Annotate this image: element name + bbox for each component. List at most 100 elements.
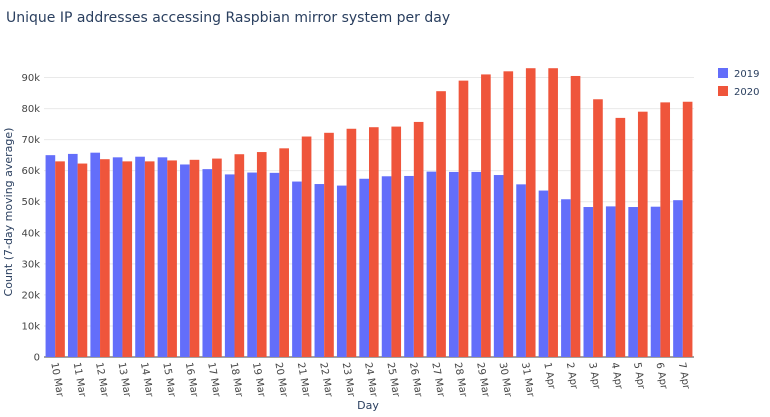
bar-2019-7 [202,169,213,357]
bar-2019-2 [90,152,101,357]
bar-2019-13 [336,185,347,357]
bar-2020-20 [503,71,514,357]
x-tick-label: 22 Mar [317,362,334,399]
bar-2019-28 [673,200,683,357]
bar-2019-1 [67,153,78,357]
bar-2019-25 [605,206,616,357]
legend-swatch-2019 [718,68,728,78]
bar-2019-4 [135,156,145,357]
bar-2020-28 [682,101,693,357]
x-tick-label: 16 Mar [183,362,200,399]
bar-2019-5 [157,157,168,357]
x-tick-label: 28 Mar [452,362,469,399]
bar-2019-21 [516,184,526,357]
bar-2020-10 [279,148,289,357]
bar-2020-8 [234,154,245,357]
y-tick-label: 70k [21,135,40,146]
bar-2019-8 [224,174,235,357]
bar-2020-23 [570,75,581,357]
y-tick-label: 50k [21,197,40,208]
legend-label-2019: 2019 [734,69,759,80]
x-tick-label: 1 Apr [541,362,557,391]
y-tick-label: 30k [21,259,40,270]
x-tick-label: 3 Apr [586,362,602,391]
bar-2020-11 [301,136,312,357]
x-tick-label: 7 Apr [676,362,692,391]
bar-2019-10 [269,172,280,357]
bar-2020-0 [55,161,65,357]
x-tick-label: 12 Mar [93,362,110,399]
x-tick-label: 13 Mar [115,362,132,399]
bar-2019-17 [426,171,437,357]
bar-2019-3 [112,157,123,357]
bar-2019-14 [359,178,369,357]
bar-2020-22 [548,68,558,358]
bar-2019-18 [449,171,459,357]
x-tick-label: 21 Mar [295,362,312,399]
y-tick-label: 80k [21,104,40,115]
bars [45,68,693,358]
bar-2019-6 [180,164,190,357]
bar-2019-19 [471,171,482,357]
y-tick-label: 10k [21,321,40,332]
bar-2020-13 [346,128,357,357]
x-tick-label: 2 Apr [564,362,580,391]
bar-2020-5 [167,160,177,357]
x-tick-label: 30 Mar [497,362,514,399]
bar-2020-26 [637,111,648,358]
chart-title: Unique IP addresses accessing Raspbian m… [6,10,450,26]
bar-2019-11 [292,181,302,357]
bar-2020-14 [369,127,379,357]
y-tick-label: 90k [21,73,40,84]
x-tick-label: 20 Mar [272,362,289,399]
x-tick-label: 23 Mar [340,362,357,399]
x-tick-label: 11 Mar [71,362,88,399]
x-tick-label: 31 Mar [519,362,536,399]
x-tick-label: 6 Apr [653,362,669,391]
bar-2019-16 [404,175,414,357]
legend-label-2020: 2020 [734,87,759,98]
x-tick-label: 5 Apr [631,362,647,391]
x-tick-label: 19 Mar [250,362,267,399]
bar-2019-27 [650,206,661,357]
y-tick-label: 40k [21,228,40,239]
x-tick-label: 26 Mar [407,362,424,399]
y-tick-label: 0 [34,353,40,364]
bar-2020-2 [100,159,110,357]
x-tick-label: 10 Mar [48,362,65,399]
x-tick-label: 17 Mar [205,362,222,399]
bar-2020-16 [413,121,424,357]
x-tick-label: 25 Mar [384,362,401,399]
bar-2019-9 [247,172,257,357]
x-tick-label: 24 Mar [362,362,379,399]
legend-swatch-2020 [718,86,728,96]
bar-2020-24 [593,99,603,358]
bar-2020-25 [615,117,626,357]
x-tick-label: 15 Mar [160,362,177,399]
legend: 2019 2020 [718,68,759,98]
bar-2020-19 [481,74,491,357]
bar-2020-15 [391,126,402,357]
bar-2020-6 [189,159,200,357]
bar-2020-17 [436,91,446,357]
bar-2020-27 [660,102,671,357]
bar-2020-4 [144,161,155,357]
bar-2020-3 [122,161,133,357]
bar-2020-21 [525,68,536,358]
bar-2020-9 [256,152,267,357]
x-tick-label: 29 Mar [474,362,491,399]
x-axis-title: Day [357,399,379,412]
x-tick-label: 14 Mar [138,362,155,399]
x-tick-labels: 10 Mar 11 Mar 12 Mar 13 Mar 14 Mar 15 Mar 16 M… [48,362,691,399]
bar-2020-7 [212,158,222,357]
y-tick-label: 60k [21,166,40,177]
bar-2019-15 [381,176,392,357]
bar-2019-12 [314,184,325,357]
bar-2019-20 [493,175,504,357]
bar-2019-22 [538,190,549,357]
y-tick-label: 20k [21,290,40,301]
bar-2020-1 [77,163,88,357]
bar-2019-26 [628,207,638,357]
bar-2019-24 [583,207,594,357]
